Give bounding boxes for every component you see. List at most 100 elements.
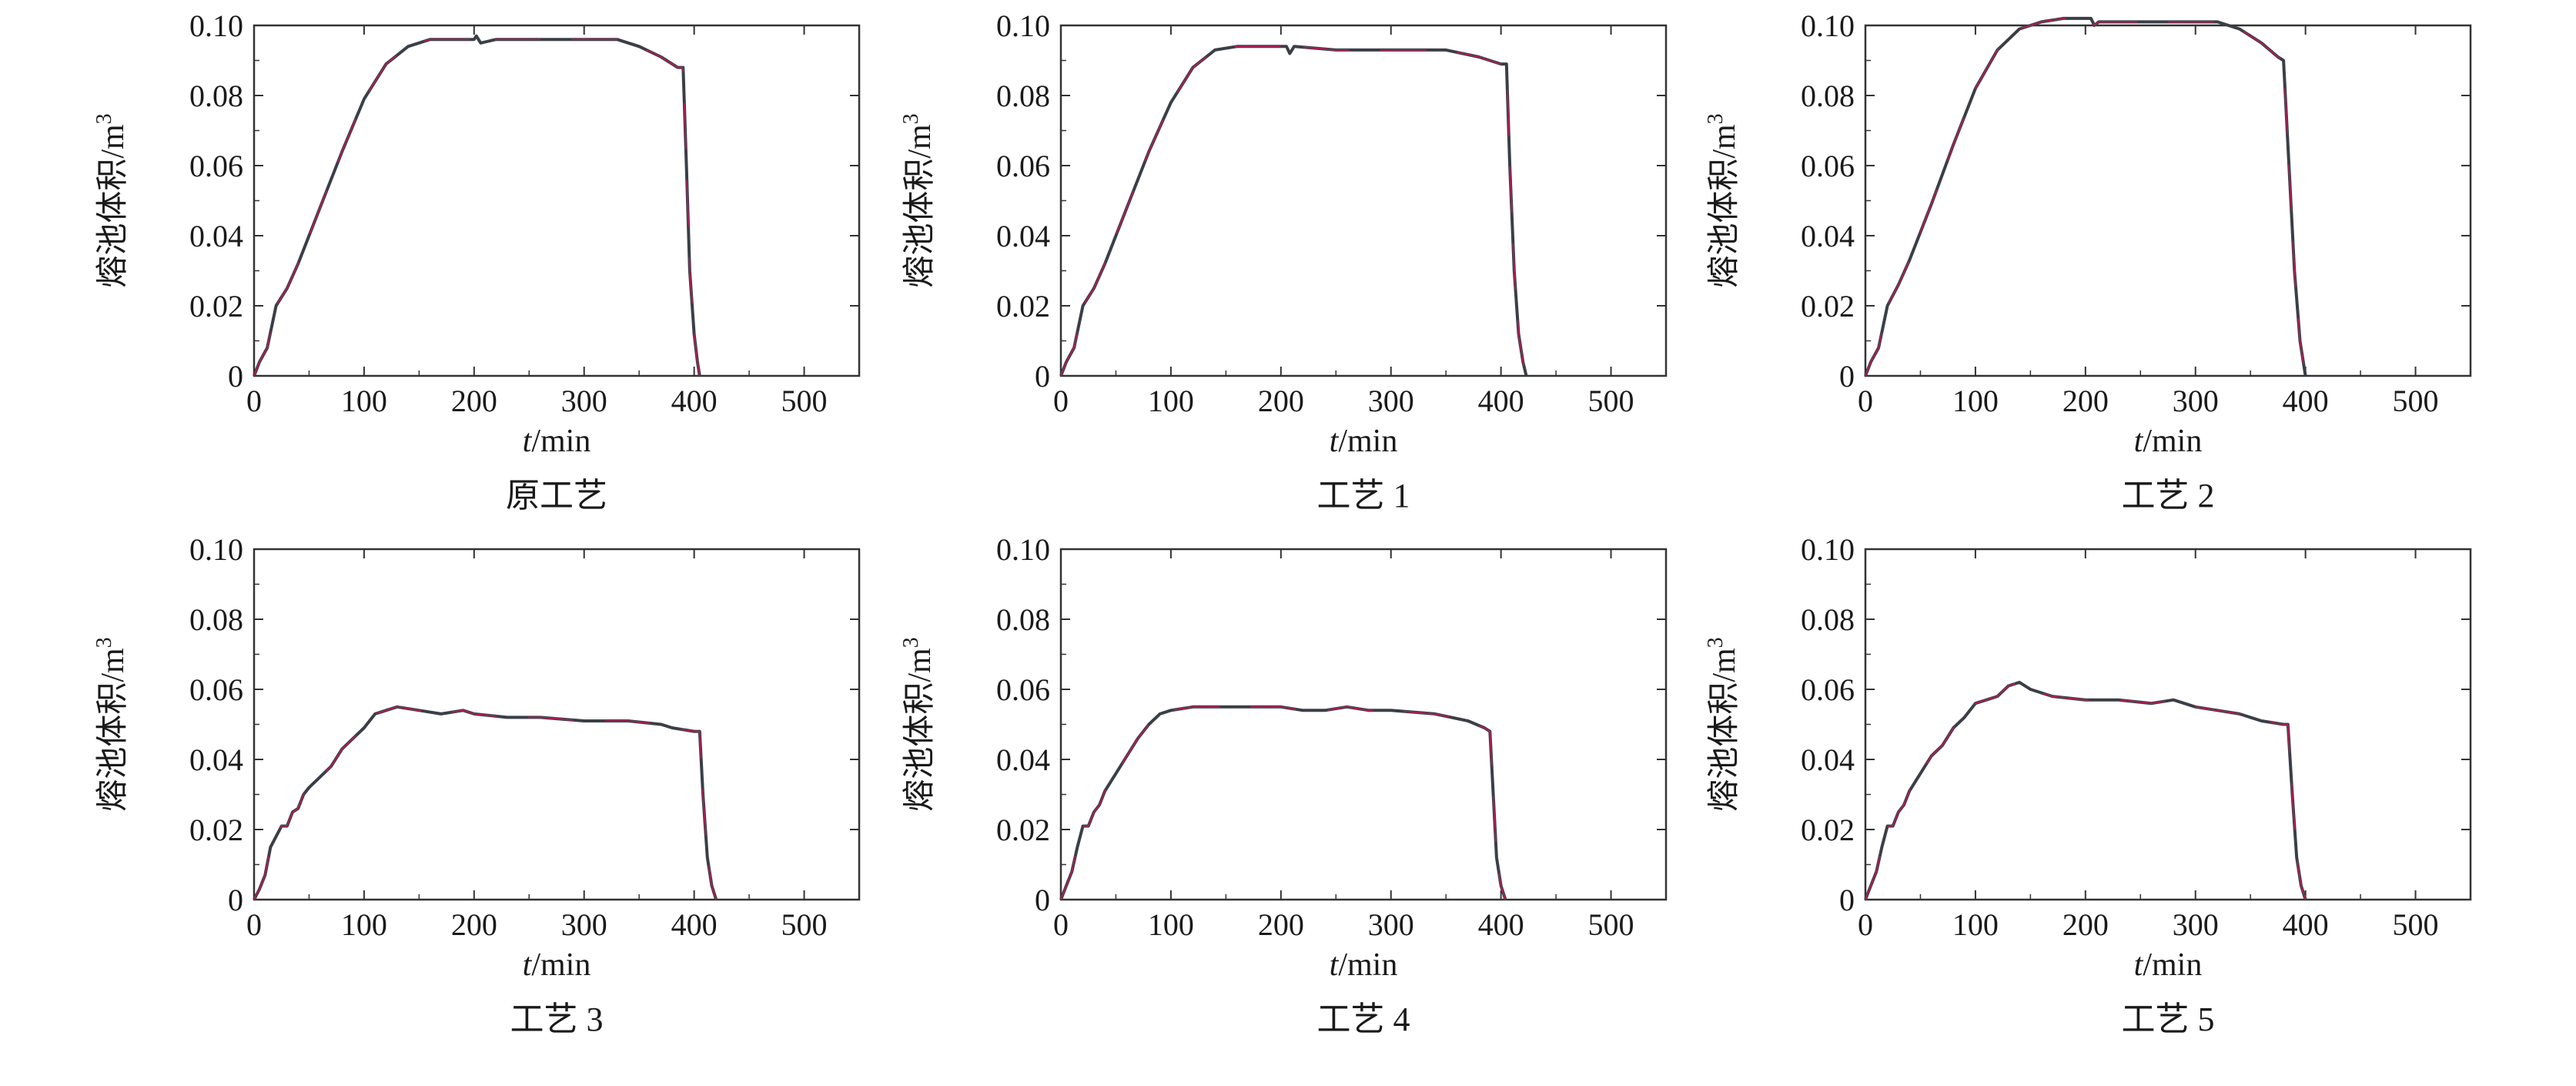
series-line-highlight [1060, 45, 1527, 377]
y-tick-label: 0.04 [189, 219, 243, 253]
y-tick-label: 0.04 [1801, 742, 1855, 777]
y-axis-label-text: 熔池体积/m [1706, 648, 1742, 812]
subplot-4: 0 100 200 300 400 500 0 0.02 0.04 0.06 0.08 0.10 t/m… [899, 532, 1668, 1038]
x-tick-label: 100 [341, 384, 387, 418]
x-tick-label: 300 [1368, 907, 1414, 942]
y-tick-label: 0 [1839, 883, 1855, 917]
plot-frame [1059, 24, 1668, 377]
y-tick-label: 0.08 [189, 602, 243, 637]
y-tick-label: 0.02 [189, 813, 243, 847]
x-tick-label: 0 [246, 384, 262, 418]
x-tick-label: 200 [2062, 384, 2109, 418]
y-tick-label: 0.02 [1801, 813, 1855, 847]
series-line-highlight [253, 35, 701, 377]
x-tick-label: 200 [1258, 907, 1304, 942]
x-tick-label: 0 [1053, 384, 1069, 418]
x-axis-label: t/min [1330, 947, 1398, 983]
series-line-highlight [253, 706, 717, 900]
x-axis-label-var: t [1330, 947, 1340, 983]
y-axis-label-superscript: 3 [92, 113, 116, 124]
y-tick-label: 0.04 [1801, 219, 1855, 253]
plot-frame [253, 24, 861, 377]
y-tick-label: 0.10 [189, 8, 243, 43]
y-axis-label: 熔池体积/m3 [92, 637, 131, 811]
y-tick-label: 0.08 [996, 79, 1050, 113]
x-tick-label: 400 [2283, 907, 2329, 942]
y-axis-label-text: 熔池体积/m [95, 648, 131, 812]
x-axis-label: t/min [2134, 424, 2203, 459]
series-line [1864, 680, 2307, 900]
x-tick-label: 500 [781, 384, 828, 418]
y-axis-label-text: 熔池体积/m [902, 648, 938, 812]
plot-frame [1059, 548, 1668, 901]
plot-frame [253, 548, 861, 901]
plot-frame [1864, 24, 2472, 377]
x-axis-label-unit: /min [2143, 947, 2202, 983]
x-tick-label: 500 [781, 907, 828, 942]
y-axis-label-text: 熔池体积/m [1706, 124, 1742, 288]
x-tick-label: 500 [1588, 384, 1634, 418]
y-tick-label: 0.10 [189, 532, 243, 567]
x-tick-label: 0 [1053, 907, 1069, 942]
x-tick-label: 300 [561, 907, 607, 942]
y-tick-label: 0.04 [996, 742, 1050, 777]
x-tick-label: 200 [1258, 384, 1304, 418]
series-line [1059, 705, 1507, 900]
subplot-caption: 工艺 5 [2122, 1001, 2215, 1038]
y-axis-label: 熔池体积/m3 [1704, 637, 1742, 811]
x-axis-label-var: t [523, 424, 533, 459]
y-tick-label: 0.04 [996, 219, 1050, 253]
y-axis-label: 熔池体积/m3 [899, 113, 938, 287]
subplot-5: 0 100 200 300 400 500 0 0.02 0.04 0.06 0.08 0.10 t/m… [1704, 532, 2472, 1038]
x-tick-label: 400 [1478, 907, 1524, 942]
y-tick-label: 0 [1839, 359, 1855, 394]
series-line-highlight [1865, 682, 2307, 900]
y-tick-label: 0.04 [189, 742, 243, 777]
x-tick-label: 300 [2173, 907, 2219, 942]
y-tick-label: 0.06 [1801, 672, 1855, 707]
y-axis-label-text: 熔池体积/m [902, 124, 938, 288]
x-tick-label: 400 [671, 907, 718, 942]
y-tick-label: 0.10 [996, 8, 1050, 43]
x-tick-label: 500 [2393, 907, 2439, 942]
x-tick-label: 500 [2393, 384, 2439, 418]
y-axis-label-superscript: 3 [899, 113, 923, 124]
series-line [1864, 16, 2307, 377]
y-tick-label: 0.08 [1801, 602, 1855, 637]
x-axis-label-var: t [1330, 424, 1340, 459]
series-line-highlight [1865, 18, 2307, 377]
y-axis-label-superscript: 3 [1704, 637, 1728, 648]
y-axis-label-text: 熔池体积/m [95, 124, 131, 288]
x-axis-label-var: t [2134, 947, 2144, 983]
x-axis-label-var: t [2134, 424, 2144, 459]
y-tick-label: 0 [1035, 359, 1050, 394]
y-tick-label: 0 [228, 883, 243, 917]
y-axis-label: 熔池体积/m3 [92, 113, 131, 287]
y-tick-label: 0.10 [1801, 8, 1855, 43]
y-tick-label: 0.02 [996, 813, 1050, 847]
x-axis-label-var: t [523, 947, 533, 983]
y-axis-label: 熔池体积/m3 [1704, 113, 1742, 287]
x-tick-label: 0 [1858, 384, 1873, 418]
x-tick-label: 0 [1858, 907, 1873, 942]
y-tick-label: 0.02 [1801, 289, 1855, 323]
series-line-highlight [1060, 706, 1507, 900]
x-axis-label-unit: /min [1338, 947, 1397, 983]
x-axis-label: t/min [523, 424, 591, 459]
subplot-3: 0 100 200 300 400 500 0 0.02 0.04 0.06 0.08 0.10 t/m… [92, 532, 861, 1038]
y-tick-label: 0.10 [1801, 532, 1855, 567]
x-tick-label: 200 [451, 384, 497, 418]
series-line [253, 705, 718, 900]
x-axis-label-unit: /min [531, 424, 590, 459]
y-tick-label: 0.06 [996, 149, 1050, 183]
y-axis-label-superscript: 3 [92, 637, 116, 648]
x-tick-label: 200 [451, 907, 497, 942]
x-axis-label: t/min [2134, 947, 2203, 983]
y-tick-label: 0.06 [189, 149, 243, 183]
x-axis-label-unit: /min [531, 947, 590, 983]
y-tick-label: 0.10 [996, 532, 1050, 567]
x-tick-label: 200 [2062, 907, 2109, 942]
x-tick-label: 300 [2173, 384, 2219, 418]
